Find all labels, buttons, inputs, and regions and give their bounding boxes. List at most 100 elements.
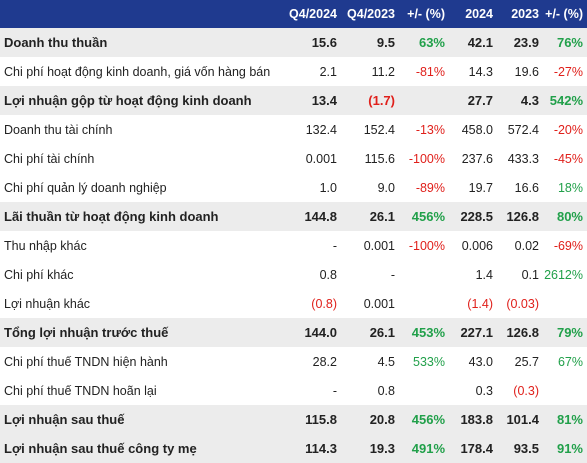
cell-year-2024-col: 1.4 (475, 267, 493, 282)
cell-year-change-col: -27% (553, 64, 583, 79)
cell-q4-2024-col: - (332, 238, 337, 253)
cell-q4-2024-col: - (332, 383, 337, 398)
cell-q4-2024-col: 2.1 (319, 64, 337, 79)
cell-year-2023-col: 25.7 (514, 354, 539, 369)
cell-year-change-col: 542% (543, 86, 587, 115)
table-row: Doanh thu tài chính 132.4 152.4 -13% 458.0 57… (0, 115, 587, 144)
header-q-change-col: +/- (%) (399, 0, 449, 28)
cell-q-change-col: -13% (415, 122, 445, 137)
cell-year-2024-col: 0.006 (461, 238, 493, 253)
row-label: Lợi nhuận khác (4, 296, 91, 311)
table-row: Lợi nhuận khác (0.8) 0.001 (1.4) (0.03) (0, 289, 587, 318)
row-label: Lãi thuần từ hoạt động kinh doanh (0, 202, 283, 231)
cell-year-2024-col: 27.7 (449, 86, 497, 115)
cell-q4-2024-col: 144.0 (283, 318, 341, 347)
cell-q-change-col: 453% (399, 318, 449, 347)
cell-q4-2024-col: 132.4 (305, 122, 337, 137)
cell-year-change-col: 18% (557, 180, 583, 195)
cell-year-change-col: 2612% (544, 267, 583, 282)
cell-year-2024-col: 458.0 (461, 122, 493, 137)
cell-q-change-col: -100% (408, 151, 445, 166)
table-row: Chi phí thuế TNDN hiện hành 28.2 4.5 533% 43… (0, 347, 587, 376)
row-label: Lợi nhuận sau thuế (0, 405, 283, 434)
cell-year-change-col: -45% (553, 151, 583, 166)
table-row: Chi phí tài chính 0.001 115.6 -100% 237.6 433… (0, 144, 587, 173)
cell-year-2024-col: 43.0 (468, 354, 493, 369)
cell-q4-2023-col: 0.001 (363, 238, 395, 253)
cell-q4-2024-col: 1.0 (319, 180, 337, 195)
header-year-2023-col: 2023 (497, 0, 543, 28)
cell-q4-2024-col: 15.6 (283, 28, 341, 57)
cell-year-2023-col: 101.4 (497, 405, 543, 434)
cell-year-change-col: 67% (557, 354, 583, 369)
cell-year-2023-col: 93.5 (497, 434, 543, 463)
cell-year-2023-col: 16.6 (514, 180, 539, 195)
row-label: Chi phí thuế TNDN hiện hành (4, 354, 168, 369)
cell-year-2024-col: 42.1 (449, 28, 497, 57)
cell-q-change-col: -89% (415, 180, 445, 195)
cell-year-2024-col: 237.6 (461, 151, 493, 166)
cell-year-2023-col: (0.3) (513, 383, 539, 398)
table-row: Tổng lợi nhuận trước thuế 144.0 26.1 453% 22… (0, 318, 587, 347)
header-q4-2023-col: Q4/2023 (341, 0, 399, 28)
cell-q4-2024-col: 13.4 (283, 86, 341, 115)
cell-year-2023-col: 126.8 (497, 202, 543, 231)
row-label: Lợi nhuận sau thuế công ty mẹ (0, 434, 283, 463)
row-label: Chi phí thuế TNDN hoãn lại (4, 383, 157, 398)
cell-year-2023-col: 19.6 (514, 64, 539, 79)
header-year-change-col: +/- (%) (543, 0, 587, 28)
cell-q4-2023-col: 20.8 (341, 405, 399, 434)
cell-year-change-col (543, 289, 587, 318)
cell-year-2024-col: 183.8 (449, 405, 497, 434)
cell-year-2023-col: 23.9 (497, 28, 543, 57)
cell-year-2023-col: (0.03) (506, 296, 539, 311)
cell-q-change-col: 491% (399, 434, 449, 463)
cell-q-change-col: 63% (399, 28, 449, 57)
cell-q4-2024-col: 114.3 (283, 434, 341, 463)
cell-q4-2023-col: 26.1 (341, 318, 399, 347)
cell-q-change-col: 533% (413, 354, 445, 369)
cell-year-2023-col: 0.1 (521, 267, 539, 282)
cell-q-change-col (399, 260, 449, 289)
cell-q-change-col: 456% (399, 202, 449, 231)
cell-q4-2023-col: 26.1 (341, 202, 399, 231)
cell-q4-2023-col: 9.5 (341, 28, 399, 57)
cell-q-change-col: -81% (415, 64, 445, 79)
cell-year-change-col: 80% (543, 202, 587, 231)
row-label: Chi phí quản lý doanh nghiệp (4, 180, 167, 195)
header-row: Q4/2024 Q4/2023 +/- (%) 2024 2023 +/- (%) (0, 0, 587, 28)
cell-q4-2023-col: (1.7) (341, 86, 399, 115)
table-row: Chi phí thuế TNDN hoãn lại - 0.8 0.3 (0.3) (0, 376, 587, 405)
cell-q4-2023-col: 19.3 (341, 434, 399, 463)
cell-q4-2024-col: (0.8) (311, 296, 337, 311)
table-row: Chi phí hoạt động kinh doanh, giá vốn hà… (0, 57, 587, 86)
cell-q4-2024-col: 144.8 (283, 202, 341, 231)
row-label: Thu nhập khác (4, 238, 87, 253)
table-row: Chi phí khác 0.8 - 1.4 0.1 2612% (0, 260, 587, 289)
cell-q4-2024-col: 115.8 (283, 405, 341, 434)
cell-year-change-col: 76% (543, 28, 587, 57)
cell-q4-2023-col: 152.4 (363, 122, 395, 137)
cell-q-change-col (399, 376, 449, 405)
cell-q4-2023-col: 9.0 (377, 180, 395, 195)
row-label: Chi phí tài chính (4, 151, 95, 166)
cell-year-change-col: 81% (543, 405, 587, 434)
cell-year-2023-col: 126.8 (497, 318, 543, 347)
cell-q4-2023-col: 11.2 (371, 64, 395, 79)
cell-q-change-col: -100% (408, 238, 445, 253)
cell-year-2024-col: 14.3 (468, 64, 493, 79)
table-row: Lợi nhuận sau thuế 115.8 20.8 456% 183.8 101.… (0, 405, 587, 434)
cell-year-2023-col: 4.3 (497, 86, 543, 115)
cell-year-2024-col: 178.4 (449, 434, 497, 463)
cell-year-2024-col: 19.7 (468, 180, 493, 195)
table-row: Lợi nhuận sau thuế công ty mẹ 114.3 19.3 49… (0, 434, 587, 463)
cell-year-2023-col: 572.4 (507, 122, 539, 137)
cell-year-change-col: 91% (543, 434, 587, 463)
cell-q4-2024-col: 0.8 (319, 267, 337, 282)
row-label: Chi phí hoạt động kinh doanh, giá vốn hà… (4, 64, 271, 79)
row-label: Tổng lợi nhuận trước thuế (0, 318, 283, 347)
table-body: Doanh thu thuần 15.6 9.5 63% 42.1 23.9 76% Chi … (0, 28, 587, 463)
table-row: Doanh thu thuần 15.6 9.5 63% 42.1 23.9 76% (0, 28, 587, 57)
cell-q-change-col: 456% (399, 405, 449, 434)
